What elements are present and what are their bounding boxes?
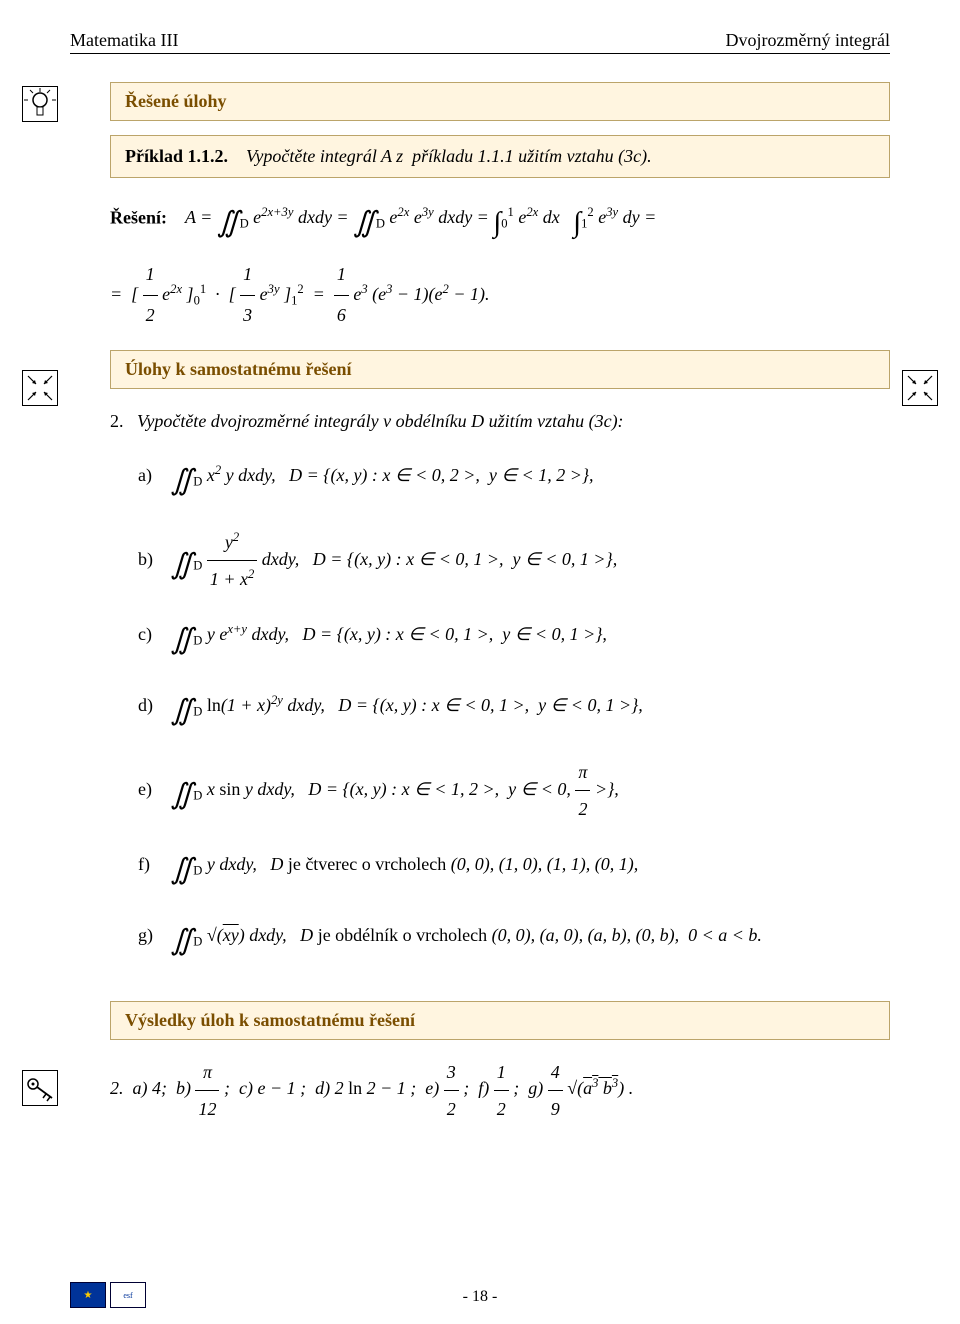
solution-label: Řešení:: [110, 207, 167, 227]
item-b: b) ∬D y21 + x2 dxdy, D = {(x, y) : x ∈ <…: [138, 524, 890, 597]
page-number: - 18 -: [0, 1288, 960, 1306]
exercise-list: 2. Vypočtěte dvojrozměrné integrály v ob…: [110, 403, 890, 971]
item-e: e) ∬D x sin y dxdy, D = {(x, y) : x ∈ < …: [138, 754, 890, 827]
lead-text: Vypočtěte dvojrozměrné integrály v obdél…: [137, 411, 624, 431]
page-header: Matematika III Dvojrozměrný integrál: [70, 30, 890, 54]
results-line: 2. a) 4; b) π12 ; c) e − 1 ; d) 2 ln 2 −…: [110, 1054, 890, 1127]
item-g: g) ∬D √(xy) dxdy, D je obdélník o vrchol…: [138, 913, 890, 971]
solution-line2: = [ 12 e2x ]01 · [ 13 e3y ]12 = 16 e3 (e…: [110, 284, 489, 304]
self-section-title: Úlohy k samostatnému řešení: [110, 350, 890, 389]
item-a: a) ∬D x2 y dxdy, D = {(x, y) : x ∈ < 0, …: [138, 453, 890, 511]
solved-section-title: Řešené úlohy: [110, 82, 890, 121]
arrows-icon: [22, 370, 58, 406]
lead-num: 2.: [110, 411, 124, 431]
arrows-icon-right: [902, 370, 938, 406]
item-d: d) ∬D ln(1 + x)2y dxdy, D = {(x, y) : x …: [138, 683, 890, 741]
key-icon: [22, 1070, 58, 1106]
header-left: Matematika III: [70, 30, 178, 51]
solution-line1: A = ∬D e2x+3y dxdy = ∬D e2x e3y dxdy = ∫…: [185, 207, 656, 227]
item-f: f) ∬D y dxdy, D je čtverec o vrcholech (…: [138, 841, 890, 899]
header-right: Dvojrozměrný integrál: [726, 30, 890, 51]
exercise-lead: 2. Vypočtěte dvojrozměrné integrály v ob…: [110, 403, 890, 439]
problem-text: Vypočtěte integrál A z příkladu 1.1.1 už…: [246, 146, 652, 166]
results-title: Výsledky úloh k samostatnému řešení: [110, 1001, 890, 1040]
problem-band: Příklad 1.1.2. Vypočtěte integrál A z př…: [110, 135, 890, 178]
solution-block: Řešení: A = ∬D e2x+3y dxdy = ∬D e2x e3y …: [110, 192, 890, 336]
problem-label: Příklad 1.1.2.: [125, 146, 228, 166]
item-c: c) ∬D y ex+y dxdy, D = {(x, y) : x ∈ < 0…: [138, 611, 890, 669]
bulb-icon: [22, 86, 58, 122]
